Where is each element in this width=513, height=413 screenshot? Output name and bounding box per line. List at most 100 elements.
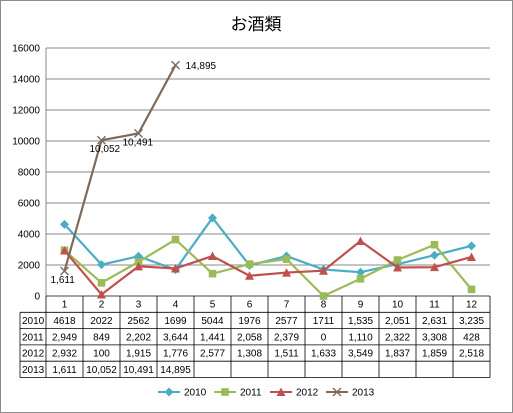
table-row-header: 2010 — [22, 316, 45, 327]
table-cell: 2,058 — [237, 332, 262, 343]
table-cell: 2562 — [127, 316, 150, 327]
category-label: 5 — [210, 300, 216, 311]
point-marker — [356, 274, 365, 283]
table-cell: 428 — [463, 332, 480, 343]
category-label: 1 — [62, 300, 68, 311]
gridlines — [45, 47, 490, 296]
y-tick-label: 8000 — [18, 168, 41, 179]
table-cell: 849 — [93, 332, 110, 343]
point-marker — [319, 266, 328, 275]
table-cell: 10,491 — [123, 365, 154, 376]
series-group — [60, 60, 476, 300]
y-tick-label: 2000 — [18, 261, 41, 272]
point-marker — [171, 263, 180, 273]
category-label: 12 — [466, 300, 478, 311]
table-cell: 1,611 — [52, 365, 77, 376]
point-marker — [164, 387, 174, 397]
table-cell: 3,235 — [459, 316, 484, 327]
point-marker — [467, 252, 476, 261]
category-label: 3 — [136, 300, 142, 311]
table-cell: 2,379 — [274, 332, 299, 343]
point-marker — [393, 256, 402, 264]
table-cell: 2,051 — [385, 316, 410, 327]
point-marker — [171, 235, 180, 244]
table-cell: 1,441 — [200, 332, 225, 343]
point-marker — [430, 262, 439, 272]
category-label: 6 — [247, 300, 253, 311]
point-marker — [208, 213, 217, 223]
table-cell: 1,633 — [311, 349, 336, 360]
table-cell: 14,895 — [160, 365, 191, 376]
table-cell: 2,949 — [52, 332, 77, 343]
point-marker — [134, 261, 143, 271]
legend-label: 2011 — [240, 388, 262, 399]
legend-item-2013: 2013 — [326, 388, 375, 399]
table-cell: 4618 — [53, 316, 76, 327]
y-tick-label: 4000 — [18, 230, 41, 241]
table-cell: 2,202 — [126, 332, 151, 343]
point-marker — [430, 250, 439, 260]
point-marker — [97, 135, 106, 145]
table-cell: 1,535 — [348, 316, 373, 327]
point-marker — [282, 255, 291, 263]
series-line — [63, 64, 177, 272]
legend-label: 2012 — [296, 388, 319, 399]
category-label: 2 — [99, 300, 105, 311]
table-cell: 100 — [93, 349, 110, 360]
table-cell: 2,518 — [459, 349, 484, 360]
data-label: 1,611 — [51, 275, 76, 286]
y-tick-label: 6000 — [18, 199, 41, 210]
table-cell: 2,577 — [200, 349, 225, 360]
marker-stroke — [171, 60, 180, 70]
table-cell: 1,776 — [163, 349, 188, 360]
table-row-header: 2013 — [22, 365, 45, 376]
category-label: 8 — [321, 300, 327, 311]
series-line — [63, 216, 472, 274]
series-2012 — [60, 236, 476, 299]
table-cell: 2,322 — [385, 332, 410, 343]
table-cell: 2,932 — [52, 349, 77, 360]
point-marker — [60, 246, 69, 255]
point-marker — [332, 387, 342, 397]
point-marker — [356, 267, 365, 277]
legend-item-2012: 2012 — [270, 387, 319, 399]
category-label: 11 — [429, 300, 440, 311]
series-2013 — [60, 60, 180, 276]
table-cell: 1,915 — [126, 349, 151, 360]
point-marker — [356, 236, 365, 245]
point-marker — [208, 251, 217, 261]
point-marker — [221, 388, 229, 396]
point-marker — [467, 241, 476, 251]
table-cell: 1,837 — [385, 349, 410, 360]
y-tick-label: 16000 — [12, 44, 40, 55]
point-marker — [245, 271, 254, 280]
table-cell: 1,110 — [348, 332, 373, 343]
point-marker — [97, 289, 106, 299]
y-tick-label: 12000 — [12, 106, 40, 117]
point-marker — [60, 266, 69, 276]
legend-item-2011: 2011 — [214, 388, 262, 399]
table-cell: 3,308 — [422, 332, 447, 343]
point-marker — [97, 279, 106, 287]
table-cell: 1,308 — [237, 349, 262, 360]
point-marker — [393, 263, 402, 272]
table-cell: 2577 — [275, 316, 298, 327]
table-cell: 0 — [321, 332, 327, 343]
point-marker — [467, 285, 476, 294]
table-cell: 1,859 — [422, 349, 447, 360]
point-marker — [319, 292, 328, 300]
marker-stroke — [134, 128, 143, 138]
table-cell: 10,052 — [86, 365, 117, 376]
table-cell: 5044 — [201, 316, 224, 327]
category-label: 10 — [392, 300, 404, 311]
table-cell: 1699 — [164, 316, 187, 327]
marker-stroke — [97, 135, 106, 145]
point-marker — [276, 387, 286, 396]
y-tick-label: 10000 — [12, 137, 40, 148]
table-row-header: 2011 — [22, 332, 44, 343]
category-label: 9 — [358, 300, 364, 311]
